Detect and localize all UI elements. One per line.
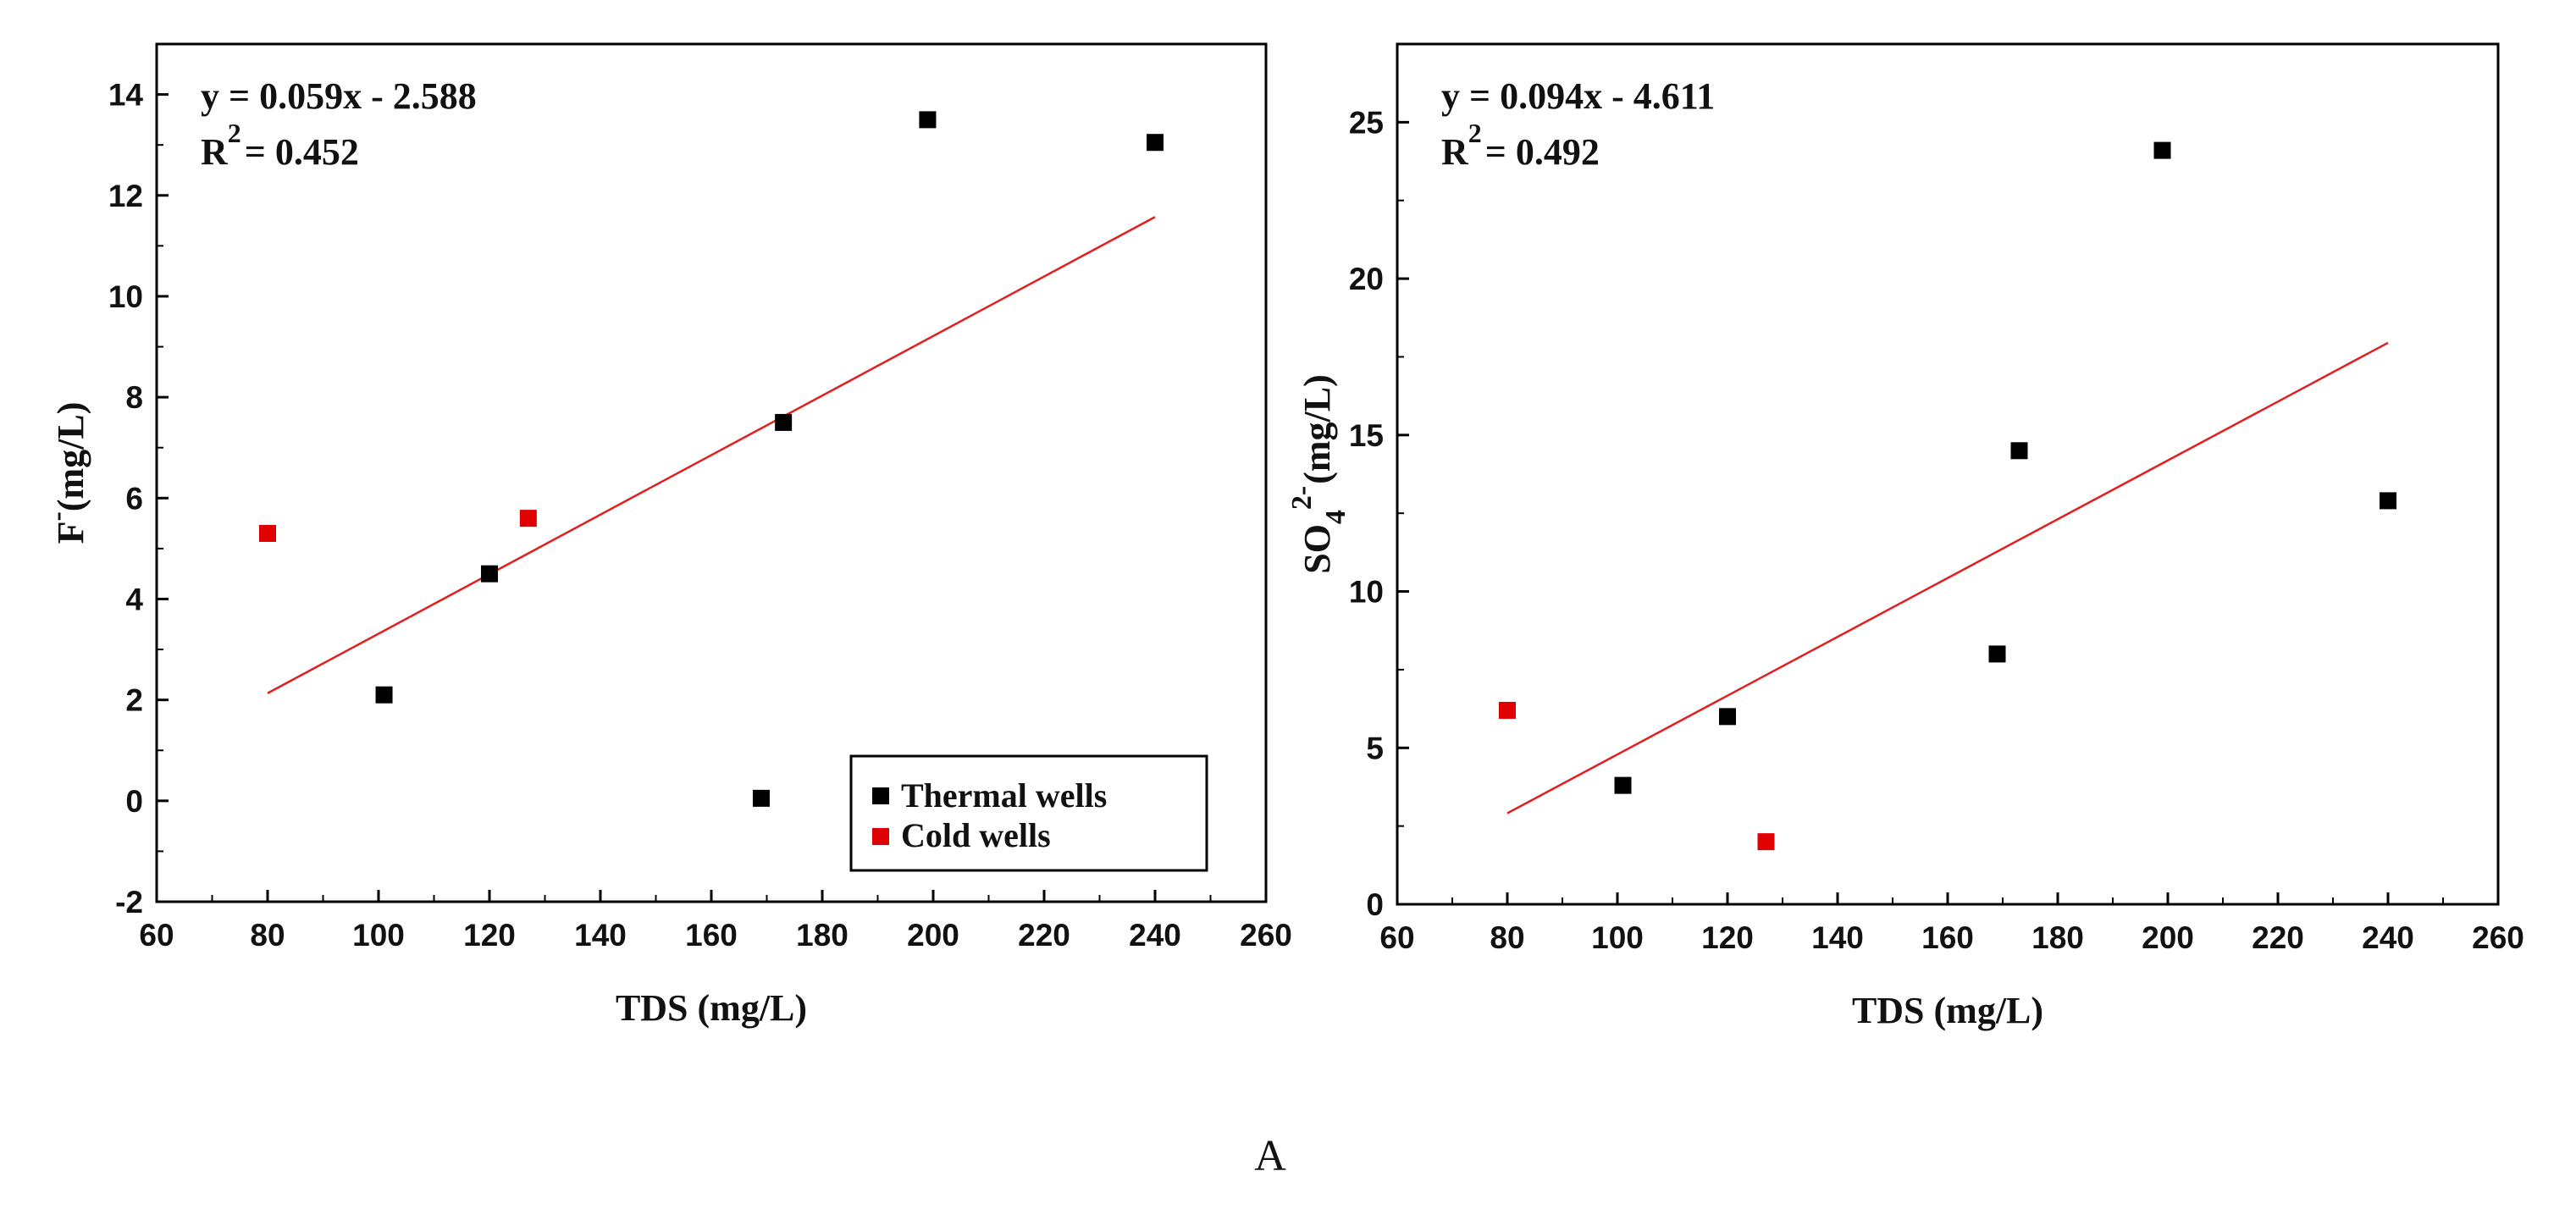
y-tick-label: 25	[1349, 105, 1384, 140]
x-tick-label: 80	[250, 918, 285, 953]
x-tick-label: 120	[463, 918, 516, 953]
ylabel-base: SO	[1296, 524, 1338, 574]
thermal-well-point	[481, 565, 498, 583]
y-tick-label: 5	[1366, 731, 1384, 765]
x-tick-label: 100	[1591, 920, 1644, 955]
legend: Thermal wells Cold wells	[849, 754, 1208, 872]
cold-well-point	[259, 525, 276, 543]
y-tick-label: 8	[125, 380, 143, 415]
y-tick-label: 6	[125, 481, 143, 516]
y-tick-label: 20	[1349, 262, 1384, 296]
y-axis-label: F-(mg/L)	[41, 402, 91, 544]
ylabel-superscript: 2-	[1286, 486, 1318, 510]
thermal-well-point	[2153, 141, 2171, 159]
legend-box	[849, 754, 1208, 872]
r-squared-exponent: 2	[1468, 118, 1482, 148]
figure-caption: A	[1254, 1132, 1286, 1180]
y-tick-label: 14	[108, 78, 144, 113]
x-tick-label: 240	[1129, 918, 1181, 953]
legend-label-cold: Cold wells	[901, 816, 1051, 854]
ylabel-unit: (mg/L)	[50, 402, 91, 512]
thermal-well-point	[1988, 645, 2006, 663]
x-tick-label: 60	[1379, 920, 1414, 955]
y-tick-label: 0	[125, 784, 143, 819]
y-tick-label: -2	[115, 885, 143, 920]
y-tick-label: 12	[108, 179, 143, 213]
y-tick-label: 10	[108, 279, 143, 314]
thermal-well-point	[1719, 708, 1736, 726]
ylabel-subscript: 4	[1320, 510, 1352, 524]
x-tick-label: 160	[685, 918, 738, 953]
x-tick-label: 60	[139, 918, 174, 953]
y-tick-label: 15	[1349, 418, 1384, 453]
y-tick-label: 4	[125, 582, 143, 616]
x-tick-label: 260	[2472, 920, 2524, 955]
ylabel-base: F	[50, 521, 91, 544]
r-squared: R2= 0.492	[1441, 118, 1600, 173]
legend-label-thermal: Thermal wells	[901, 776, 1107, 815]
r-squared-value: = 0.452	[245, 131, 359, 173]
x-tick-label: 80	[1490, 920, 1524, 955]
x-tick-label: 240	[2362, 920, 2414, 955]
x-tick-label: 180	[2032, 920, 2084, 955]
x-tick-label: 120	[1701, 920, 1754, 955]
thermal-well-point	[752, 789, 770, 807]
legend-marker-thermal	[872, 787, 889, 804]
x-axis-label: TDS (mg/L)	[1852, 990, 2043, 1031]
thermal-well-point	[1147, 134, 1164, 152]
regression-line	[267, 216, 1156, 694]
x-tick-label: 200	[907, 918, 959, 953]
thermal-well-point	[1614, 776, 1632, 794]
chart-fluoride-vs-tds: 60 80 100 120 140 160 180 200 220 240 260-20246810…	[41, 42, 1292, 1029]
thermal-well-point	[375, 686, 393, 704]
x-tick-label: 160	[1921, 920, 1974, 955]
r-squared-exponent: 2	[228, 118, 241, 148]
thermal-well-point	[775, 413, 793, 431]
legend-marker-cold	[872, 828, 889, 845]
r-squared: R2= 0.452	[201, 118, 359, 173]
r-squared-symbol: R	[201, 131, 229, 173]
axis-ticks: 60 80 100 120 140 160 180 200 220 240 260 0 5 10 15 20 2…	[1349, 105, 2524, 955]
x-tick-label: 200	[2142, 920, 2194, 955]
y-tick-label: 0	[1366, 887, 1384, 922]
x-axis-label: TDS (mg/L)	[616, 987, 807, 1029]
r-squared-value: = 0.492	[1485, 131, 1600, 173]
x-tick-label: 260	[1240, 918, 1292, 953]
ylabel-superscript: -	[41, 511, 73, 521]
x-tick-label: 220	[2252, 920, 2304, 955]
x-tick-label: 220	[1018, 918, 1070, 953]
regression-equation: y = 0.094x - 4.611	[1441, 75, 1715, 117]
chart-sulfate-vs-tds: 60 80 100 120 140 160 180 200 220 240 260 0 5 10 15 20 2…	[1286, 42, 2524, 1031]
regression-line	[1506, 341, 2389, 815]
thermal-well-point	[919, 111, 937, 129]
cold-well-point	[1499, 701, 1516, 719]
x-tick-label: 180	[796, 918, 849, 953]
y-tick-label: 10	[1349, 575, 1384, 610]
plot-frame	[1396, 42, 2500, 906]
x-tick-label: 140	[574, 918, 627, 953]
r-squared-symbol: R	[1441, 131, 1469, 173]
cold-well-point	[1757, 833, 1775, 851]
thermal-well-point	[2010, 442, 2028, 460]
x-tick-label: 140	[1811, 920, 1864, 955]
axis-ticks: 60 80 100 120 140 160 180 200 220 240 260 -2 0 2 4 6 8 10…	[108, 78, 1292, 953]
ylabel-unit: (mg/L)	[1296, 374, 1338, 484]
data-points	[1499, 141, 2396, 851]
y-tick-label: 2	[125, 683, 143, 718]
thermal-well-point	[2380, 492, 2396, 510]
x-tick-label: 100	[352, 918, 405, 953]
data-points	[259, 111, 1164, 807]
cold-well-point	[519, 510, 537, 527]
regression-equation: y = 0.059x - 2.588	[201, 75, 477, 117]
y-axis-label: SO42-(mg/L)	[1286, 374, 1352, 574]
